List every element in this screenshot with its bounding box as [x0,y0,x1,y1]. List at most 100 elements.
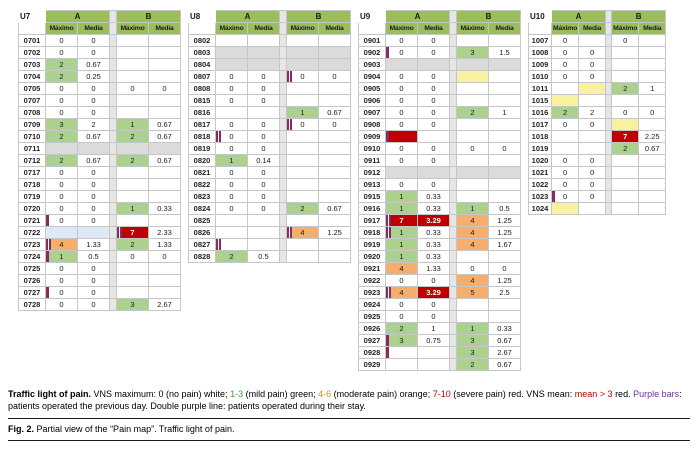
pain-cell [116,214,149,227]
pain-cell [215,214,248,227]
separator-column [279,82,287,95]
pain-cell: 0 [215,70,248,83]
table-row-0924: 0924 0 0 [358,298,521,311]
pain-cell: 0 [578,166,607,179]
pain-cell [215,226,248,239]
pain-cell [417,358,450,371]
pain-cell [148,46,181,59]
pain-cell [578,130,607,143]
room-id: 1007 [528,34,552,47]
pain-cell [318,130,351,143]
unit-label: U7 [18,10,46,23]
separator-column [279,46,287,59]
pain-cell: 1.25 [488,214,521,227]
unit-table-U8: U8 A B Máximo Media Máximo Media 0802 0803 0804 08… [188,10,351,263]
pain-cell [417,58,450,71]
legend-text: (severe pain) red. VNS mean: [450,389,575,399]
pain-cell: 0 [247,166,280,179]
pain-cell: 7 [116,226,149,239]
table-row-1018: 1018 7 2.25 [528,130,667,143]
pain-cell [456,310,489,323]
pain-cell: 0 [385,298,418,311]
pain-cell: 0 [578,46,607,59]
table-row-0921: 0921 4 1.33 0 0 [358,262,521,275]
pain-cell: 1 [456,202,489,215]
table-row-1019: 1019 2 0.67 [528,142,667,155]
pain-cell: 2 [215,250,248,263]
table-row-0710: 0710 2 0.67 2 0.67 [18,130,181,143]
room-id: 0807 [188,70,216,83]
pain-cell [456,178,489,191]
pain-cell [385,58,418,71]
pain-cell [286,82,319,95]
pain-cell [45,226,78,239]
table-row-0709: 0709 3 2 1 0.67 [18,118,181,131]
pain-cell: 4 [385,286,418,299]
legend-mild-range: 1-3 [230,389,244,399]
pain-cell: 2 [385,322,418,335]
separator-column [109,274,117,287]
table-row-0712: 0712 2 0.67 2 0.67 [18,154,181,167]
pain-cell: 0 [385,34,418,47]
pain-cell [611,202,640,215]
pain-cell [488,178,521,191]
pain-cell: 1 [45,250,78,263]
pain-cell: 0.25 [77,70,110,83]
pain-cell [578,202,607,215]
pain-cell: 0 [215,202,248,215]
pain-cell: 1 [417,322,450,335]
pain-cell: 1 [385,238,418,251]
column-header: Máximo [45,22,78,35]
pain-cell: 2 [77,118,110,131]
pain-cell: 2.33 [148,226,181,239]
column-header: Máximo [456,22,489,35]
pain-cell [116,142,149,155]
separator-column [279,130,287,143]
pain-cell [148,286,181,299]
pain-cell [456,58,489,71]
pain-cell: 0 [215,82,248,95]
pain-cell: 3 [456,46,489,59]
table-row-0923: 0923 4 3.29 5 2.5 [358,286,521,299]
pain-cell: 0 [148,250,181,263]
room-id: 0918 [358,226,386,239]
table-row-0917: 0917 7 3.29 4 1.25 [358,214,521,227]
room-id: 0802 [188,34,216,47]
room-id: 1011 [528,82,552,95]
pain-cell [286,34,319,47]
pain-cell [148,142,181,155]
column-header: Media [77,22,110,35]
pain-cell [611,166,640,179]
pain-cell: 3 [116,298,149,311]
table-row-0925: 0925 0 0 [358,310,521,323]
pain-cell [148,262,181,275]
pain-cell [116,34,149,47]
pain-cell [638,70,667,83]
room-id: 0708 [18,106,46,119]
pain-cell [318,166,351,179]
pain-cell: 0 [417,82,450,95]
pain-cell: 2 [611,142,640,155]
pain-cell: 2 [286,202,319,215]
pain-cell: 0.67 [488,334,521,347]
table-row-0908: 0908 0 0 [358,118,521,131]
room-id: 0726 [18,274,46,287]
table-row-1023: 1023 0 0 [528,190,667,203]
separator-column [449,310,457,323]
pain-cell [456,154,489,167]
table-row-0902: 0902 0 0 3 1.5 [358,46,521,59]
legend-text: (mild pain) green; [243,389,319,399]
room-id: 0915 [358,190,386,203]
separator-column [449,202,457,215]
table-row-0711: 0711 [18,142,181,155]
pain-cell: 0 [318,70,351,83]
room-id: 1017 [528,118,552,131]
pain-cell: 2 [45,70,78,83]
pain-cell [488,298,521,311]
pain-cell: 0 [417,298,450,311]
pain-cell: 0 [417,154,450,167]
pain-cell: 0 [417,70,450,83]
table-row-0919: 0919 1 0.33 4 1.67 [358,238,521,251]
room-id: 0817 [188,118,216,131]
pain-cell: 0 [247,82,280,95]
